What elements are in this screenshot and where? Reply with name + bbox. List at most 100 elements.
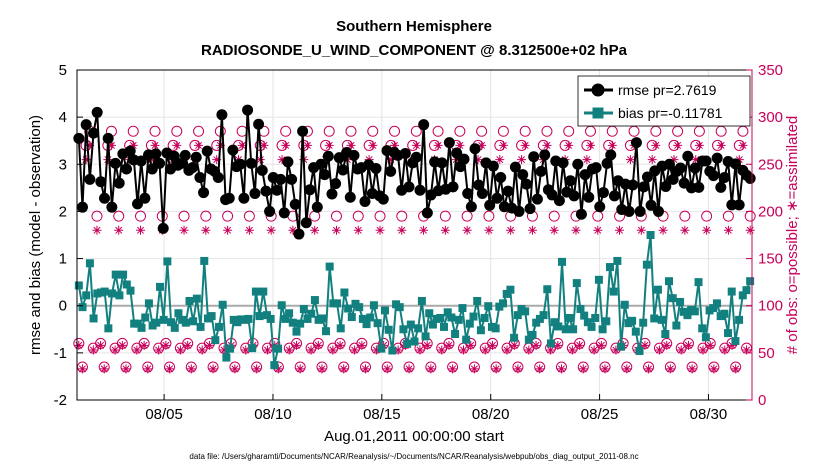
bias-point — [510, 333, 519, 342]
obs-assimilated-marker — [596, 340, 606, 350]
rmse-point — [249, 188, 261, 200]
bias-point — [377, 344, 386, 353]
rmse-point — [700, 155, 712, 167]
obs-assimilated-marker — [575, 340, 585, 350]
rmse-point — [638, 181, 650, 193]
obs-assimilated-marker — [273, 364, 283, 374]
rmse-point — [95, 176, 107, 188]
rmse-point — [539, 149, 551, 161]
obs-possible-marker — [454, 125, 466, 137]
rmse-point — [495, 171, 507, 183]
obs-assimilated-marker — [219, 345, 229, 355]
obs-assimilated-marker — [698, 345, 708, 355]
y-tick-label: 4 — [59, 109, 67, 126]
obs-possible-marker — [113, 210, 125, 222]
bias-point — [646, 231, 655, 239]
bias-point — [417, 297, 426, 305]
obs-assimilated-marker — [88, 345, 98, 355]
rmse-point — [322, 150, 334, 162]
obs-assimilated-marker — [306, 345, 316, 355]
obs-assimilated-marker — [553, 340, 563, 350]
obs-possible-marker — [171, 125, 183, 137]
bias-point — [598, 325, 607, 334]
y-axis-label: rmse and bias (model - observation) — [27, 115, 44, 355]
bias-point — [248, 344, 257, 353]
obs-assimilated-marker — [212, 155, 222, 165]
legend: rmse pr=2.7619 bias pr=-0.11781 — [577, 75, 751, 127]
rmse-point — [278, 207, 290, 219]
bias-point — [100, 287, 109, 296]
obs-assimilated-marker — [745, 225, 755, 235]
obs-assimilated-marker — [509, 340, 519, 350]
obs-assimilated-marker — [292, 340, 302, 350]
bias-point — [587, 322, 596, 331]
bias-point — [155, 282, 164, 291]
obs-assimilated-marker — [636, 225, 646, 235]
obs-assimilated-marker — [477, 140, 487, 150]
bias-point — [709, 304, 718, 313]
obs-assimilated-marker — [665, 364, 675, 374]
bias-point — [333, 299, 342, 308]
obs-assimilated-marker — [117, 340, 127, 350]
rmse-point — [330, 178, 342, 190]
rmse-point — [370, 163, 382, 175]
bias-point — [583, 318, 592, 327]
obs-assimilated-marker — [484, 225, 494, 235]
bias-point — [244, 314, 253, 323]
rmse-point — [198, 187, 210, 199]
obs-assimilated-marker — [317, 364, 327, 374]
obs-possible-marker — [483, 210, 495, 222]
bias-point — [207, 312, 216, 321]
bias-point — [369, 301, 378, 310]
obs-possible-marker — [374, 210, 386, 222]
bias-point — [735, 315, 744, 324]
bias-point — [528, 330, 537, 339]
rmse-point — [80, 119, 92, 131]
bias-point — [226, 344, 235, 353]
bias-point — [565, 313, 574, 322]
obs-assimilated-marker — [647, 155, 657, 165]
bias-point — [462, 335, 471, 344]
rmse-point — [491, 192, 503, 204]
bias-point — [104, 324, 113, 333]
rmse-point — [524, 203, 536, 215]
bias-point — [731, 337, 740, 346]
bias-point — [683, 311, 692, 320]
obs-assimilated-marker — [382, 364, 392, 374]
obs-possible-marker — [127, 125, 139, 137]
y-tick-label: -2 — [54, 392, 67, 409]
bias-point — [296, 319, 305, 328]
obs-assimilated-marker — [194, 140, 204, 150]
obs-assimilated-marker — [582, 155, 592, 165]
bias-point — [436, 313, 445, 322]
obs-assimilated-marker — [422, 340, 432, 350]
obs-assimilated-marker — [197, 345, 207, 355]
bias-point — [259, 287, 268, 296]
rmse-point — [473, 179, 485, 191]
obs-assimilated-marker — [458, 345, 468, 355]
bias-point — [572, 279, 581, 288]
bias-point — [665, 277, 674, 286]
obs-assimilated-marker — [676, 345, 686, 355]
bias-point — [270, 361, 279, 370]
bias-point — [163, 257, 172, 266]
obs-assimilated-marker — [622, 364, 632, 374]
bias-point — [576, 305, 585, 314]
obs-possible-marker — [410, 125, 422, 137]
bias-point — [133, 319, 142, 328]
rmse-point — [718, 171, 730, 183]
bias-point — [650, 314, 659, 323]
y2-tick-label: 200 — [758, 203, 783, 220]
bias-point — [454, 315, 463, 324]
bias-point — [78, 303, 87, 312]
obs-assimilated-marker — [186, 364, 196, 374]
rmse-point — [652, 205, 664, 217]
bias-point — [558, 257, 567, 266]
obs-assimilated-marker — [589, 345, 599, 355]
obs-assimilated-marker — [556, 364, 566, 374]
bias-point — [425, 309, 434, 318]
rmse-point — [410, 151, 422, 163]
bias-point — [653, 285, 662, 294]
rmse-point — [403, 181, 415, 193]
obs-possible-marker — [461, 210, 473, 222]
